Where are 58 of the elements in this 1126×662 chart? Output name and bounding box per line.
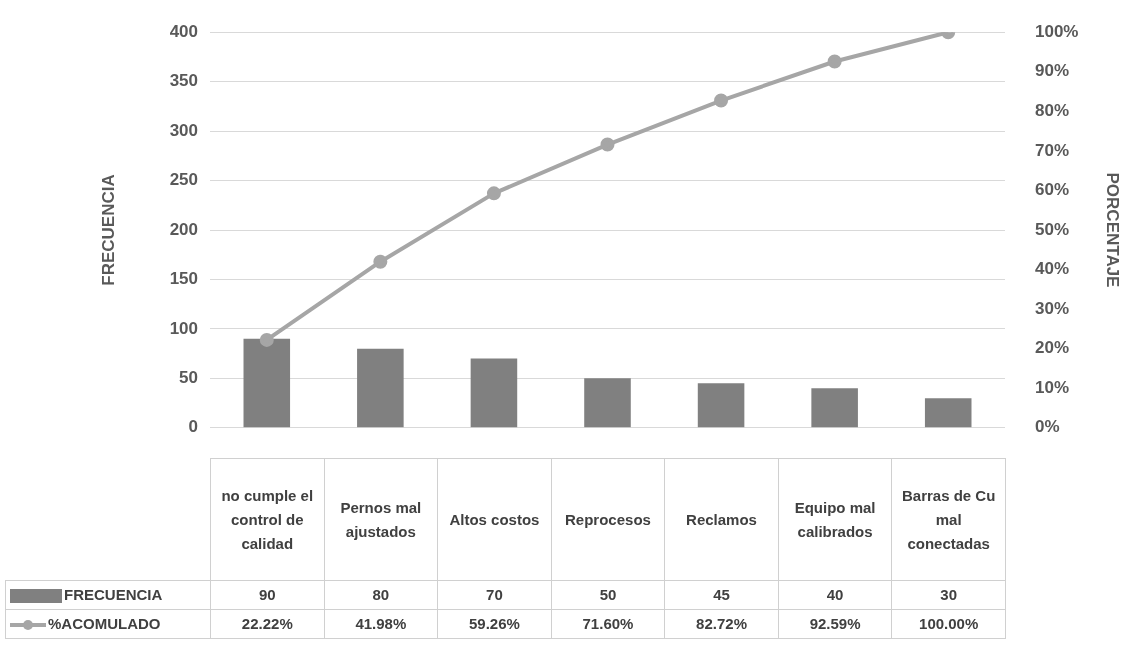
- data-label: 59.26%: [437, 609, 552, 639]
- bar: [584, 378, 631, 428]
- y-tick-label: 350: [169, 71, 198, 91]
- data-label: 92.59%: [778, 609, 892, 639]
- y2-tick-label: 70%: [1035, 140, 1070, 160]
- y2-tick-label: 10%: [1035, 377, 1070, 397]
- x-tick-label: Barras de Cu mal conectadas: [891, 458, 1006, 581]
- bar: [243, 338, 291, 428]
- y-tick-label: 100: [169, 318, 198, 338]
- y2-tick-label: 40%: [1035, 259, 1070, 279]
- bar: [811, 388, 858, 428]
- y2-tick-label: 50%: [1035, 219, 1070, 239]
- y-axis-title: FRECUENCIA: [98, 174, 118, 286]
- data-label: 100.00%: [891, 609, 1006, 639]
- legend-label: FRECUENCIA: [5, 580, 211, 610]
- point: [486, 186, 501, 201]
- data-label: 30: [891, 580, 1006, 610]
- y-tick-label: 0: [188, 417, 198, 437]
- y2-tick-label: 90%: [1035, 61, 1070, 81]
- x-tick-label: Equipo mal calibrados: [778, 458, 892, 581]
- point: [373, 254, 388, 269]
- bar: [357, 348, 404, 428]
- point: [259, 332, 274, 347]
- y-tick-label: 150: [169, 269, 198, 289]
- y-tick-label: 400: [169, 21, 198, 41]
- x-tick-label: Altos costos: [437, 458, 552, 581]
- data-label: 70: [437, 580, 552, 610]
- data-label: 41.98%: [324, 609, 438, 639]
- y2-tick-label: 20%: [1035, 338, 1070, 358]
- y2-tick-label: 80%: [1035, 101, 1070, 121]
- data-label: 22.22%: [210, 609, 325, 639]
- y2-tick-label: 0%: [1035, 417, 1060, 437]
- bar: [924, 398, 972, 428]
- bar: [697, 383, 745, 428]
- x-tick-label: no cumple el control de calidad: [210, 458, 325, 581]
- data-label: 45: [664, 580, 779, 610]
- data-label: 40: [778, 580, 892, 610]
- y2-tick-label: 60%: [1035, 180, 1070, 200]
- point: [714, 93, 729, 108]
- y-tick-label: 250: [169, 170, 198, 190]
- point: [600, 137, 615, 152]
- y-tick-label: 300: [169, 120, 198, 140]
- data-label: 50: [551, 580, 665, 610]
- x-tick-label: Reclamos: [664, 458, 779, 581]
- y-tick-label: 50: [179, 368, 198, 388]
- y2-tick-label: 100%: [1035, 21, 1079, 41]
- data-label: 82.72%: [664, 609, 779, 639]
- y-tick-label: 200: [169, 219, 198, 239]
- legend-label: %ACOMULADO: [5, 609, 211, 639]
- bar: [470, 358, 518, 428]
- x-tick-label: Pernos mal ajustados: [324, 458, 438, 581]
- x-tick-label: Reprocesos: [551, 458, 665, 581]
- y2-tick-label: 30%: [1035, 298, 1070, 318]
- data-label: 90: [210, 580, 325, 610]
- y2-axis-title: PORCENTAJE: [1103, 172, 1123, 288]
- point: [827, 54, 842, 69]
- data-label: 71.60%: [551, 609, 665, 639]
- data-label: 80: [324, 580, 438, 610]
